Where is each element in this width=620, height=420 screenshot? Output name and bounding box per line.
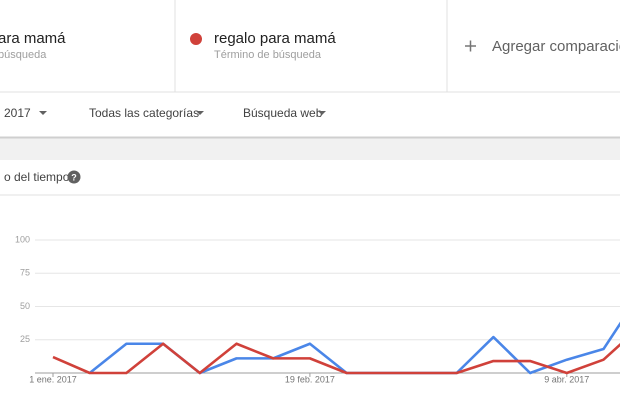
dropdown-arrow[interactable] [196, 111, 204, 115]
section-title: o del tiempo [4, 170, 70, 184]
term-color-dot [190, 33, 202, 45]
x-tick-label: 1 ene. 2017 [29, 374, 77, 384]
y-tick-label: 50 [20, 301, 30, 311]
term-label[interactable]: ara mamá [0, 30, 66, 47]
filter-search-type[interactable]: Búsqueda web [243, 106, 323, 120]
dropdown-arrow[interactable] [318, 111, 326, 115]
filter-category[interactable]: Todas las categorías [89, 106, 199, 120]
line-chart: 25 50 75 100 1 ene. 2017 19 feb. 2017 9 abr. 2… [15, 234, 620, 384]
dropdown-arrow[interactable] [39, 111, 47, 115]
add-comparison[interactable]: Agregar comparació [492, 38, 620, 55]
term-subtitle: Término de búsqueda [214, 49, 322, 61]
term-label[interactable]: regalo para mamá [214, 30, 336, 47]
filter-time[interactable]: 2017 [4, 106, 31, 120]
x-tick-label: 19 feb. 2017 [285, 374, 335, 384]
y-tick-label: 75 [20, 268, 30, 278]
y-tick-label: 25 [20, 334, 30, 344]
plot-area [52, 321, 620, 375]
add-comparison-icon[interactable] [465, 40, 476, 52]
help-icon[interactable] [67, 170, 81, 184]
y-tick-label: 100 [15, 234, 30, 244]
series-line [88, 321, 620, 375]
x-tick-label: 9 abr. 2017 [544, 374, 589, 384]
band [0, 137, 620, 160]
series-line [52, 342, 620, 375]
term-subtitle: búsqueda [0, 49, 47, 61]
help-icon-glyph[interactable]: ? [71, 172, 77, 182]
